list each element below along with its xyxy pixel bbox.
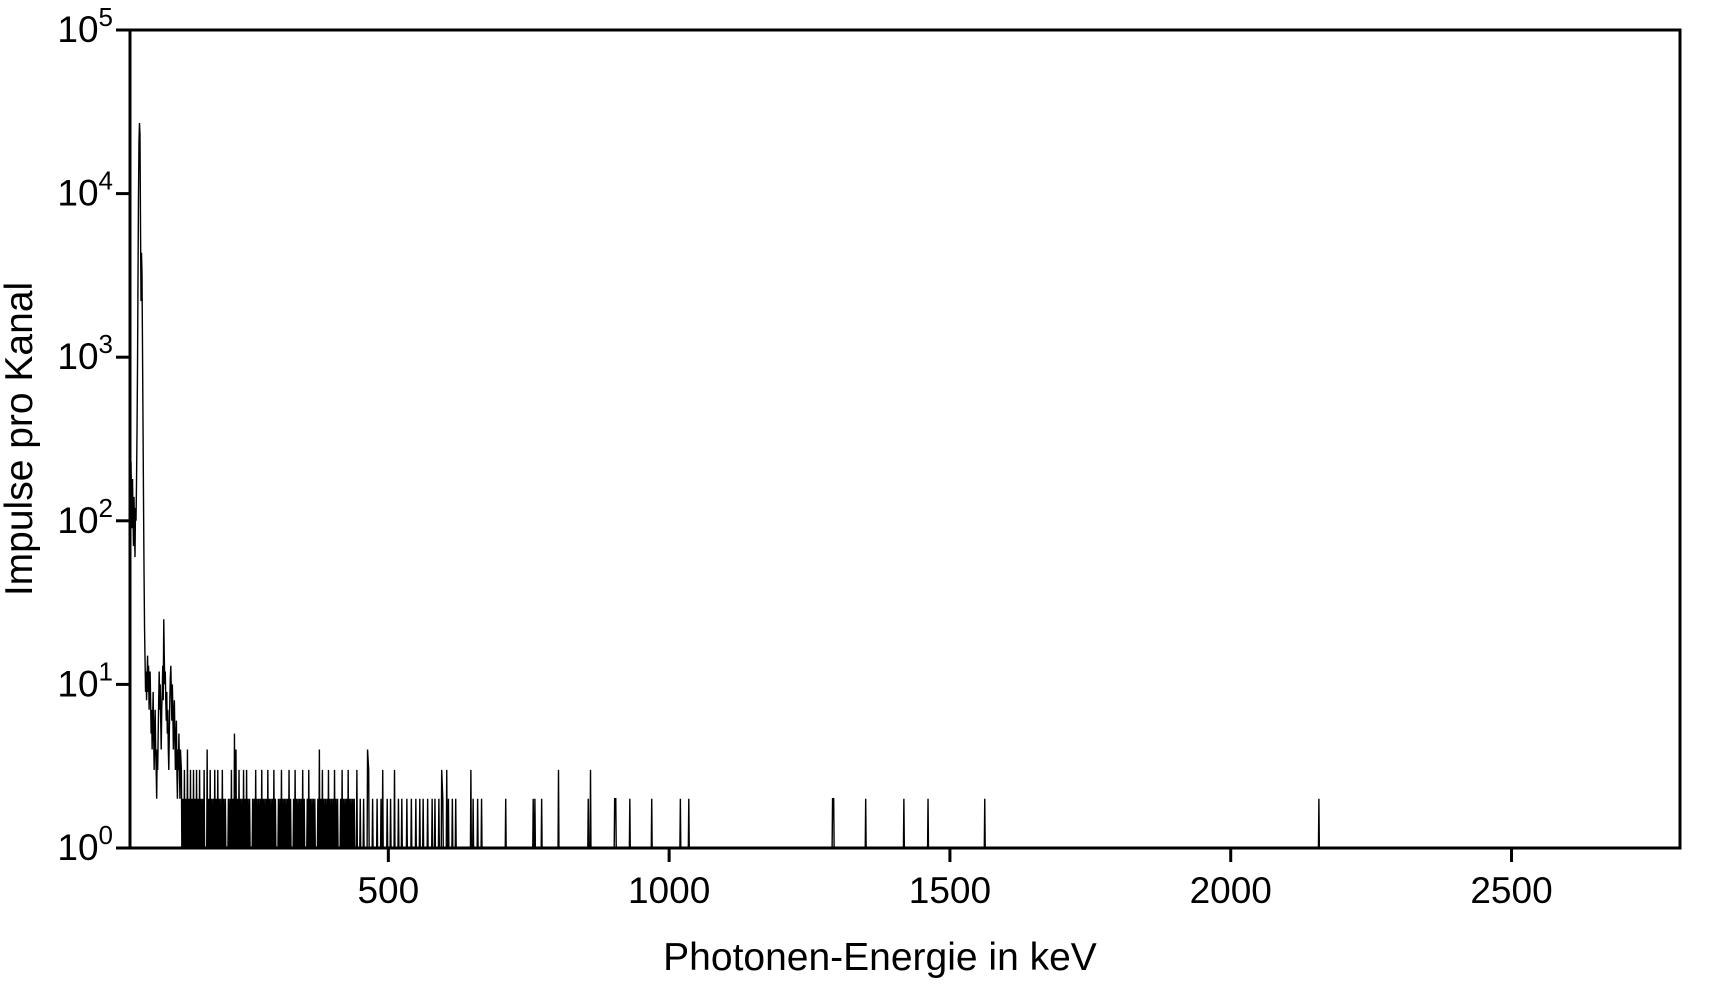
y-tick-label: 100 [57,820,113,868]
x-tick-label: 500 [357,870,419,911]
x-tick-label: 2500 [1470,870,1552,911]
y-tick-label: 105 [57,2,113,50]
x-tick-label: 1000 [628,870,710,911]
y-tick-label: 101 [57,656,113,704]
plot-frame [128,28,1682,850]
y-axis-ticks: 100 101 102 103 104 105 [57,2,130,868]
y-axis-title: Impulse pro Kanal [0,282,41,596]
x-tick-label: 1500 [909,870,991,911]
x-tick-label: 2000 [1190,870,1272,911]
y-tick-label: 104 [57,166,113,214]
y-tick-label: 102 [57,493,113,541]
x-axis-ticks: 500 1000 1500 2000 2500 [357,848,1553,911]
y-tick-label: 103 [57,329,113,377]
x-axis-title: Photonen-Energie in keV [663,936,1097,979]
